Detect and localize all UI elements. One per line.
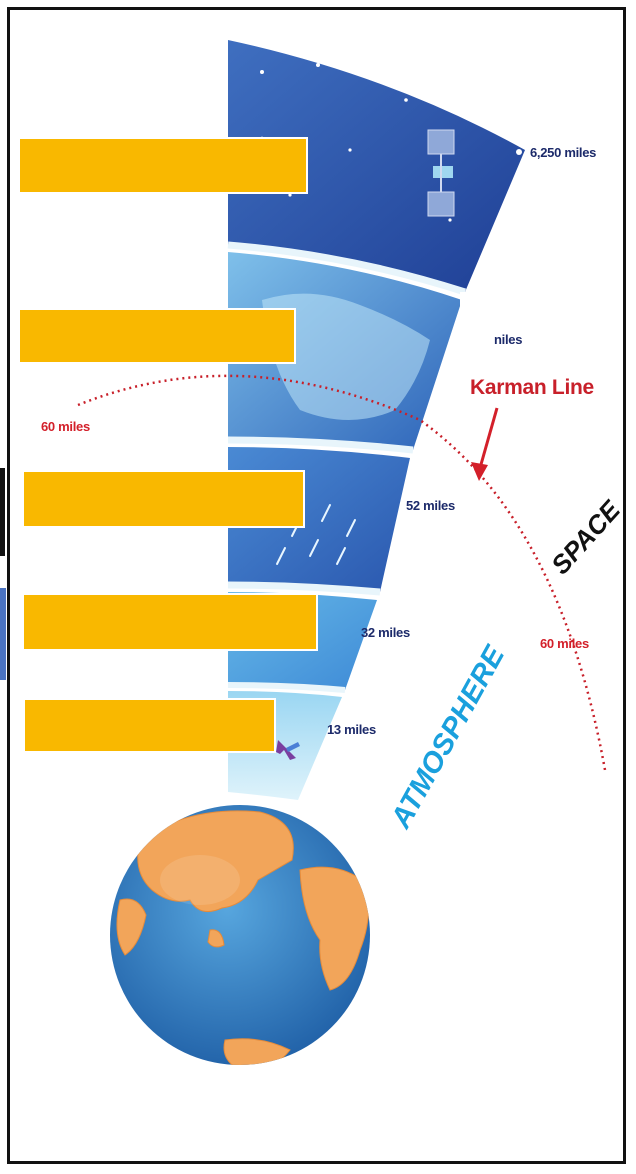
satellite-icon — [427, 129, 455, 217]
altitude-dot — [516, 149, 522, 155]
label-cover-patch — [460, 292, 540, 350]
aurora-clouds — [262, 293, 430, 420]
layer-label-box-5[interactable] — [23, 698, 276, 753]
altitude-label-troposphere: 13 miles — [327, 722, 376, 737]
image-frame — [7, 7, 626, 1164]
layer-label-box-4[interactable] — [22, 593, 318, 651]
altitude-label-karman-left: 60 miles — [41, 419, 90, 434]
earth-globe — [110, 805, 370, 1065]
altitude-label-mesosphere: 52 miles — [406, 498, 455, 513]
edge-mark — [0, 588, 6, 680]
layer-divider — [227, 682, 346, 693]
layer-label-box-1[interactable] — [18, 137, 308, 194]
exosphere-layer — [228, 40, 525, 292]
altitude-label-exosphere: 6,250 miles — [530, 145, 597, 160]
karman-line-arc — [77, 374, 607, 771]
layer-divider — [227, 581, 381, 596]
edge-mark — [0, 468, 5, 556]
layer-label-box-2[interactable] — [18, 308, 296, 364]
karman-line-label: Karman Line — [470, 376, 594, 399]
altitude-label-stratosphere: 32 miles — [361, 625, 410, 640]
layer-divider — [227, 436, 414, 454]
layer-label-box-3[interactable] — [22, 470, 305, 528]
airplane-icon — [276, 740, 300, 760]
altitude-label-partial: niles — [494, 332, 523, 347]
layer-divider — [227, 241, 467, 296]
karman-arrow-icon — [471, 407, 499, 481]
altitude-label-karman-right: 60 miles — [540, 636, 589, 651]
